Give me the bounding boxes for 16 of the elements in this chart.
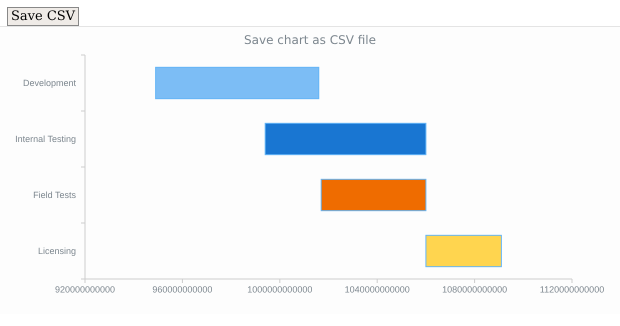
x-tick-label: 1000000000000 bbox=[247, 284, 312, 294]
y-tick-label: Field Tests bbox=[33, 190, 76, 200]
chart-title: Save chart as CSV file bbox=[244, 33, 376, 47]
y-tick-label: Internal Testing bbox=[15, 134, 76, 144]
x-tick-label: 1080000000000 bbox=[442, 284, 508, 294]
y-tick-label: Development bbox=[22, 78, 76, 88]
bar bbox=[425, 234, 502, 268]
x-tick-label: 960000000000 bbox=[152, 284, 212, 294]
x-tick-label: 1120000000000 bbox=[540, 284, 604, 294]
y-tick-label: Licensing bbox=[38, 246, 76, 256]
bar bbox=[320, 178, 426, 212]
x-tick-label: 920000000000 bbox=[54, 284, 116, 294]
bar bbox=[155, 66, 320, 100]
text: Save CSV bbox=[7, 7, 80, 26]
x-tick-label: 1040000000000 bbox=[344, 284, 410, 294]
bar bbox=[264, 122, 426, 156]
